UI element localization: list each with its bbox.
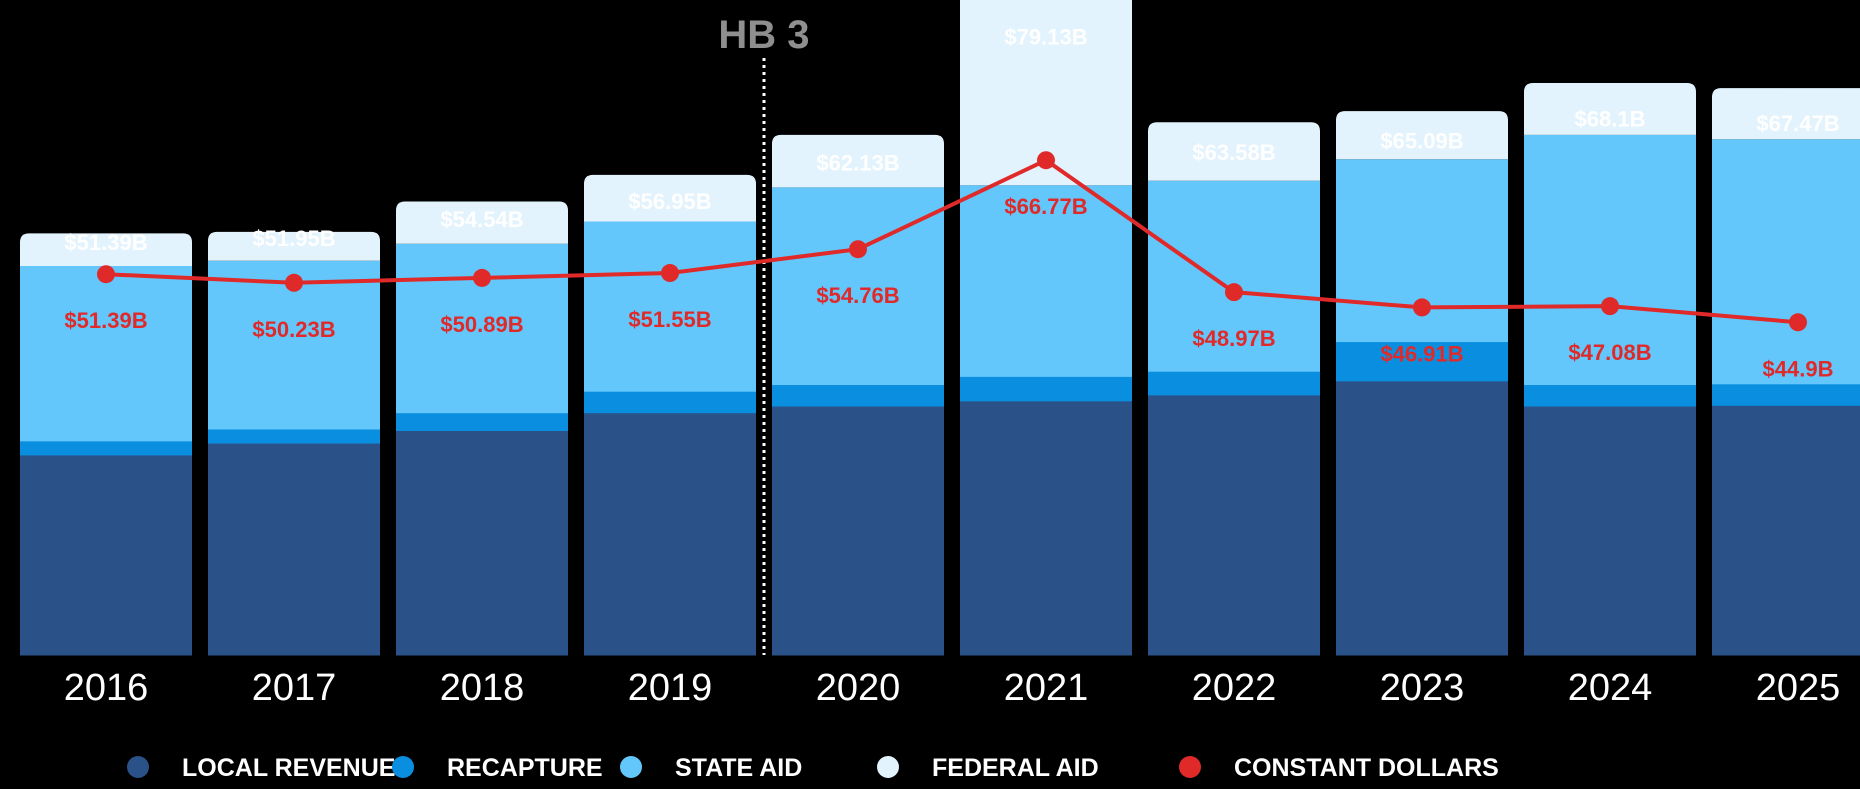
year-label-2024: 2024 [1568, 667, 1653, 709]
total-label-2022: $63.58B [1192, 140, 1275, 165]
year-label-2018: 2018 [440, 667, 525, 709]
constant-point-2019 [661, 264, 679, 283]
total-label-2023: $65.09B [1380, 129, 1463, 154]
bar-2025-state-aid [1712, 139, 1860, 385]
bar-2018-local-revenue [396, 430, 568, 656]
hb3-label: HB 3 [718, 13, 809, 57]
constant-point-2021 [1037, 151, 1055, 170]
legend-label-state-aid: STATE AID [675, 754, 802, 782]
legend-label-recapture: RECAPTURE [447, 754, 603, 782]
legend-swatch-constant-dollars [1179, 756, 1201, 778]
constant-label-2025: $44.9B [1763, 356, 1834, 381]
bar-2017-federal-aid [208, 231, 380, 261]
constant-label-2023: $46.91B [1380, 341, 1463, 366]
hb3-marker: HB 3 [718, 13, 810, 655]
constant-point-2024 [1601, 297, 1619, 316]
bar-2024-recapture [1524, 384, 1696, 407]
bar-2017-local-revenue [208, 443, 380, 656]
legend-label-constant-dollars: CONSTANT DOLLARS [1234, 754, 1499, 782]
bar-2024-local-revenue [1524, 406, 1696, 656]
bar-2024-state-aid [1524, 134, 1696, 386]
bar-2025-federal-aid [1712, 88, 1860, 140]
legend-swatch-federal-aid [877, 756, 899, 778]
bar-2022-federal-aid [1148, 122, 1320, 181]
total-label-2017: $51.95B [252, 226, 335, 251]
year-label-2023: 2023 [1380, 667, 1465, 709]
bar-2018-federal-aid [396, 201, 568, 244]
total-label-2018: $54.54B [440, 207, 523, 232]
bar-2024-federal-aid [1524, 82, 1696, 135]
constant-point-2017 [285, 273, 303, 292]
total-label-2025: $67.47B [1756, 111, 1839, 136]
legend-swatch-local-revenue [127, 756, 149, 778]
bar-2019-recapture [584, 391, 756, 414]
x-axis: 2016 2017 2018 2019 2020 2021 2022 2023 2024 2025 [64, 667, 1841, 709]
legend-swatch-recapture [392, 756, 414, 778]
constant-label-2019: $51.55B [628, 307, 711, 332]
constant-label-2022: $48.97B [1192, 326, 1275, 351]
year-label-2020: 2020 [816, 667, 901, 709]
constant-label-2024: $47.08B [1568, 340, 1651, 365]
total-label-2019: $56.95B [628, 189, 711, 214]
year-label-2016: 2016 [64, 667, 149, 709]
bar-2016-federal-aid [20, 233, 192, 266]
constant-label-2020: $54.76B [816, 283, 899, 308]
bar-2016-local-revenue [20, 454, 192, 656]
stacked-bars [20, 0, 1860, 656]
total-label-2016: $51.39B [64, 230, 147, 255]
bar-2022-local-revenue [1148, 394, 1320, 656]
bar-2023-recapture [1336, 341, 1508, 382]
constant-point-2016 [97, 265, 115, 284]
bar-2021-state-aid [960, 185, 1132, 377]
total-label-2021: $79.13B [1004, 25, 1087, 50]
year-label-2017: 2017 [252, 667, 337, 709]
bar-2020-recapture [772, 384, 944, 407]
bar-2020-local-revenue [772, 406, 944, 656]
constant-point-2018 [473, 268, 491, 287]
constant-point-2020 [849, 240, 867, 259]
legend: LOCAL REVENUE RECAPTURE STATE AID FEDERAL A… [127, 754, 1499, 782]
bar-2019-federal-aid [584, 174, 756, 222]
bar-2022-recapture [1148, 371, 1320, 396]
legend-label-federal-aid: FEDERAL AID [932, 754, 1099, 782]
bar-2021-recapture [960, 376, 1132, 402]
bar-2023-federal-aid [1336, 111, 1508, 160]
bar-2022-state-aid [1148, 180, 1320, 372]
bar-2019-state-aid [584, 221, 756, 392]
bar-2020-federal-aid [772, 134, 944, 188]
bar-2021-federal-aid [960, 0, 1132, 186]
constant-dollars-line [97, 151, 1807, 332]
legend-label-local-revenue: LOCAL REVENUE [182, 754, 395, 782]
constant-label-2016: $51.39B [64, 308, 147, 333]
total-label-2020: $62.13B [816, 151, 899, 176]
bar-2023-local-revenue [1336, 380, 1508, 656]
bar-2025-recapture [1712, 383, 1860, 406]
constant-label-2017: $50.23B [252, 317, 335, 342]
bar-2019-local-revenue [584, 412, 756, 656]
constant-point-2023 [1413, 298, 1431, 317]
constant-point-2025 [1789, 313, 1807, 332]
year-label-2021: 2021 [1004, 667, 1089, 709]
year-label-2019: 2019 [628, 667, 713, 709]
constant-label-2018: $50.89B [440, 312, 523, 337]
constant-label-2021: $66.77B [1004, 194, 1087, 219]
bar-2016-state-aid [20, 265, 192, 442]
bar-2017-recapture [208, 428, 380, 444]
total-label-2024: $68.1B [1575, 106, 1646, 131]
bar-2021-local-revenue [960, 400, 1132, 656]
bar-2016-recapture [20, 440, 192, 456]
year-label-2025: 2025 [1756, 667, 1841, 709]
constant-dollars-polyline [105, 157, 1799, 325]
constant-point-2022 [1225, 283, 1243, 302]
bar-2018-recapture [396, 412, 568, 431]
value-labels: $51.39B $51.95B $54.54B $56.95B $62.13B $79.1… [64, 25, 1839, 382]
legend-swatch-state-aid [620, 756, 642, 778]
bar-2025-local-revenue [1712, 405, 1860, 656]
year-label-2022: 2022 [1192, 667, 1277, 709]
